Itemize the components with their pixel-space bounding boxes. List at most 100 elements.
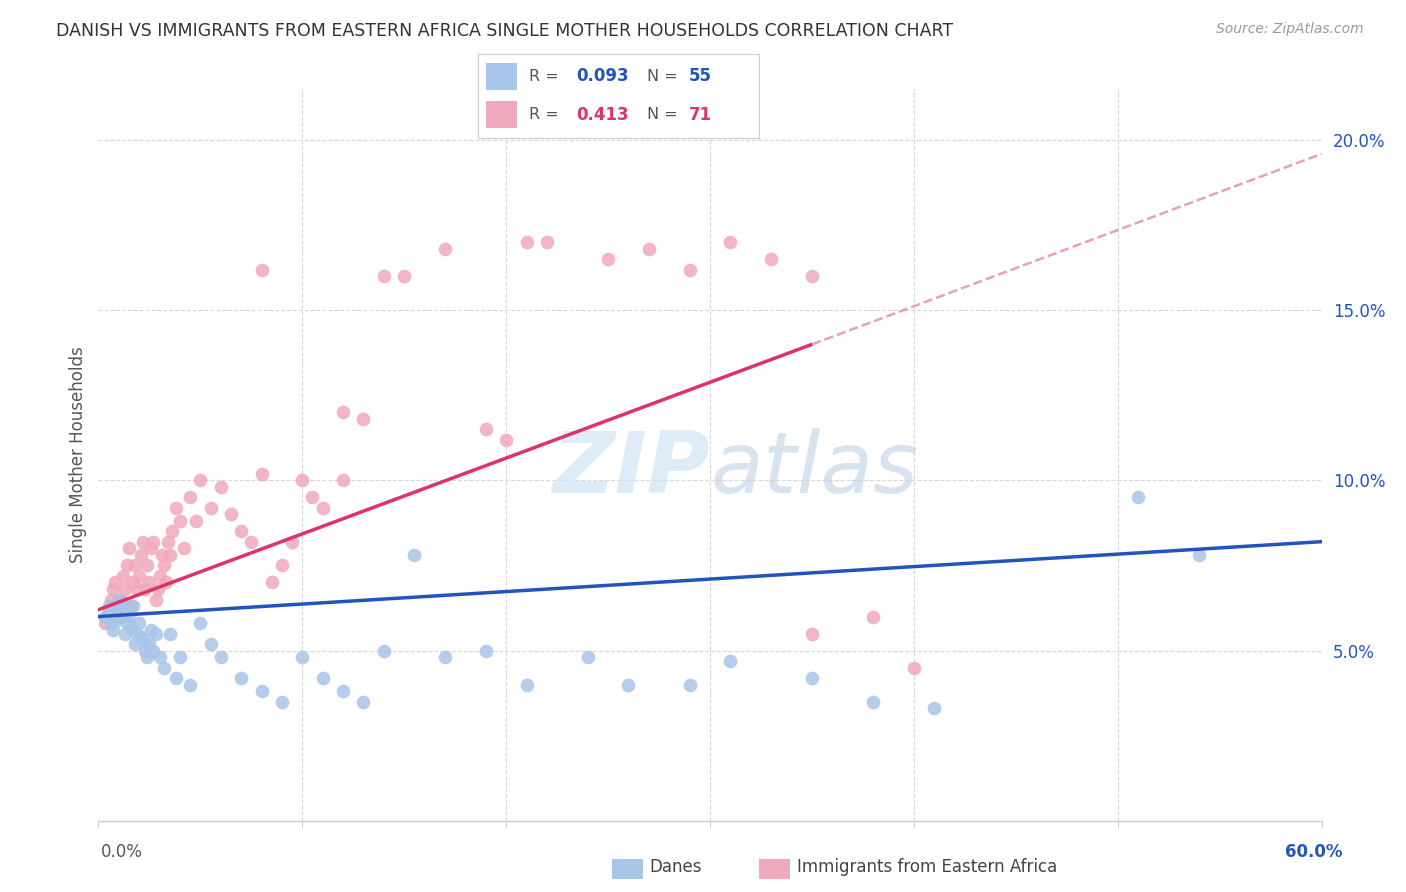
Point: [270, 695, 294, 709]
Point: [200, 500, 222, 515]
Point: [240, 534, 263, 549]
Point: [536, 235, 558, 250]
Point: [637, 242, 661, 256]
Point: [250, 467, 273, 481]
Point: [434, 242, 457, 256]
Point: [159, 549, 181, 563]
Point: [761, 252, 783, 267]
Point: [801, 269, 824, 284]
Point: [149, 650, 172, 665]
Point: [132, 534, 155, 549]
Point: [801, 626, 824, 640]
Point: [679, 262, 702, 277]
Point: [97, 603, 120, 617]
Text: 71: 71: [689, 105, 711, 123]
Point: [186, 514, 208, 528]
Point: [93, 609, 115, 624]
Point: [332, 405, 354, 419]
Point: [120, 620, 142, 634]
Text: Immigrants from Eastern Africa: Immigrants from Eastern Africa: [797, 858, 1057, 876]
Text: atlas: atlas: [710, 428, 918, 511]
Point: [122, 599, 145, 614]
Point: [122, 575, 145, 590]
Point: [124, 558, 146, 573]
Point: [134, 582, 156, 597]
Point: [93, 616, 115, 631]
Point: [146, 582, 169, 597]
Point: [801, 671, 824, 685]
Point: [101, 582, 124, 597]
Point: [165, 500, 187, 515]
Text: DANISH VS IMMIGRANTS FROM EASTERN AFRICA SINGLE MOTHER HOUSEHOLDS CORRELATION CH: DANISH VS IMMIGRANTS FROM EASTERN AFRICA…: [56, 22, 953, 40]
Point: [138, 575, 160, 590]
Point: [352, 412, 374, 426]
Point: [142, 534, 165, 549]
Point: [115, 616, 138, 631]
Point: [404, 549, 426, 563]
Point: [165, 671, 187, 685]
Point: [312, 500, 335, 515]
Point: [100, 592, 122, 607]
Point: [173, 541, 195, 556]
Point: [105, 599, 128, 614]
Point: [120, 599, 142, 614]
Point: [145, 592, 167, 607]
Point: [108, 609, 131, 624]
Point: [474, 643, 498, 657]
Point: [281, 534, 304, 549]
Point: [434, 650, 457, 665]
Text: N =: N =: [647, 107, 683, 122]
Point: [118, 609, 141, 624]
Point: [250, 262, 273, 277]
Point: [862, 695, 884, 709]
Point: [231, 524, 253, 539]
Point: [231, 671, 253, 685]
Point: [291, 474, 314, 488]
Point: [188, 474, 212, 488]
Point: [128, 568, 150, 582]
Point: [922, 701, 945, 715]
Text: 0.413: 0.413: [576, 105, 628, 123]
Point: [152, 558, 174, 573]
FancyBboxPatch shape: [486, 62, 517, 90]
Point: [141, 541, 163, 556]
Point: [115, 558, 138, 573]
Point: [136, 650, 159, 665]
Point: [598, 252, 620, 267]
Point: [159, 626, 181, 640]
Point: [136, 558, 159, 573]
Point: [127, 626, 149, 640]
Point: [903, 660, 925, 674]
Point: [516, 235, 538, 250]
Point: [155, 575, 177, 590]
Point: [108, 592, 131, 607]
Text: ZIP: ZIP: [553, 428, 710, 511]
Point: [474, 422, 498, 436]
Point: [142, 643, 165, 657]
Point: [291, 650, 314, 665]
Point: [118, 541, 141, 556]
Point: [200, 637, 222, 651]
Text: R =: R =: [529, 69, 564, 84]
Point: [516, 677, 538, 691]
Point: [114, 626, 136, 640]
Point: [718, 235, 742, 250]
Point: [124, 637, 146, 651]
Point: [97, 599, 120, 614]
Point: [101, 623, 124, 637]
Point: [152, 660, 174, 674]
Point: [104, 606, 127, 620]
Text: 0.0%: 0.0%: [101, 843, 143, 861]
Point: [127, 582, 149, 597]
Point: [110, 603, 132, 617]
Text: 55: 55: [689, 68, 711, 86]
Text: Danes: Danes: [650, 858, 702, 876]
Point: [114, 582, 136, 597]
Point: [209, 650, 232, 665]
Point: [179, 491, 201, 505]
Text: Source: ZipAtlas.com: Source: ZipAtlas.com: [1216, 22, 1364, 37]
Text: N =: N =: [647, 69, 683, 84]
Point: [718, 654, 742, 668]
Point: [150, 549, 173, 563]
Point: [141, 623, 163, 637]
